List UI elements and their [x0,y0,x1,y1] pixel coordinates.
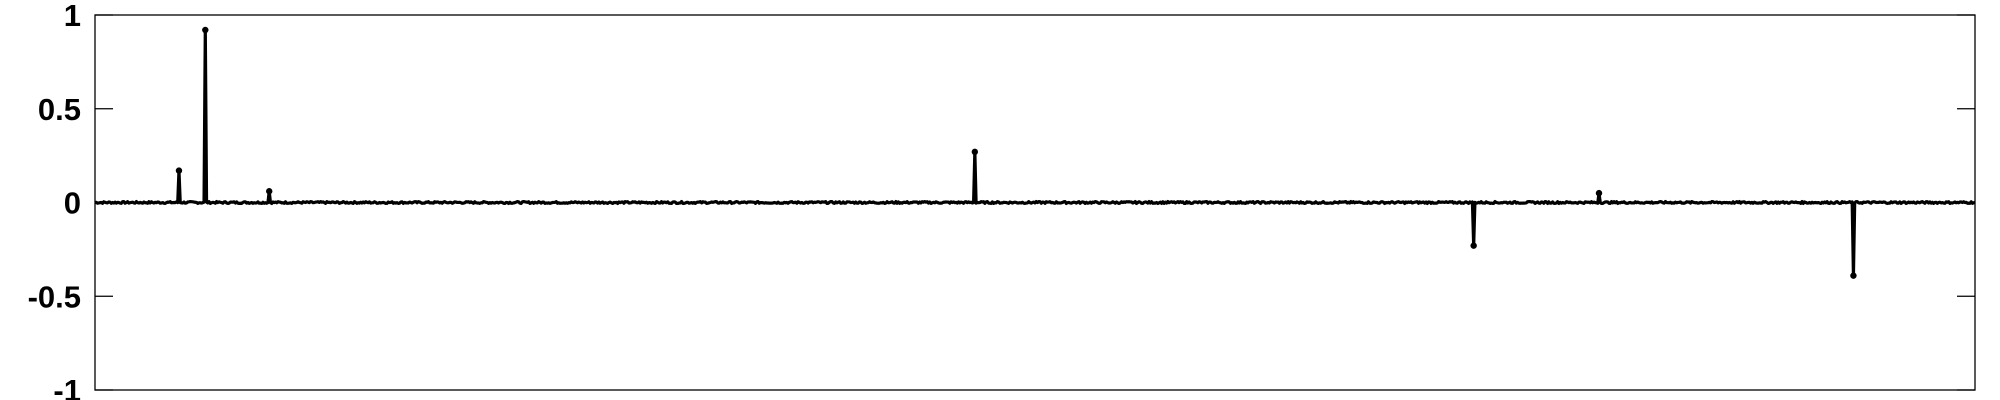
y-axis-tick-labels: 1 0.5 0 -0.5 -1 [28,0,81,400]
spike-markers [175,26,1857,279]
y-tick-label: -1 [53,373,81,400]
spike-point [1595,189,1603,197]
spike-point [1850,272,1857,279]
spike-point [175,167,183,174]
series-line [94,28,1976,278]
spike-point [266,188,273,195]
y-tick-label: 1 [64,0,81,33]
y-tick-label: 0 [64,186,81,221]
plot-frame [94,14,1976,391]
y-tick-label: 0.5 [38,92,81,127]
spike-point [971,148,979,156]
spike-point [202,26,209,34]
y-tick-label: -0.5 [28,279,81,314]
spike-point [1470,242,1477,249]
